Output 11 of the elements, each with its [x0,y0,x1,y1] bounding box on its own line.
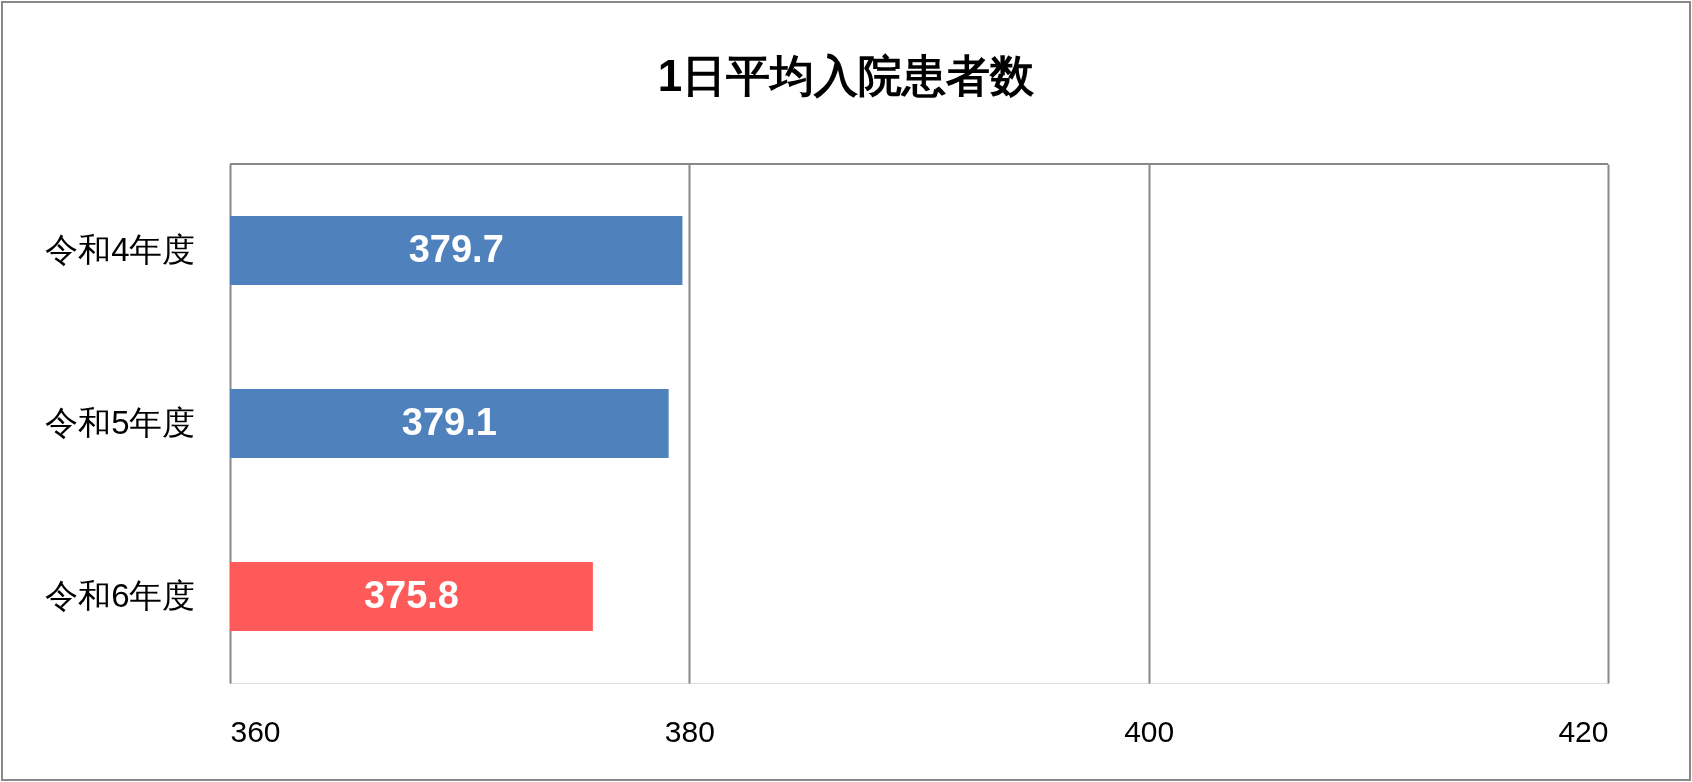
x-tick-label: 400 [1124,714,1175,748]
x-tick-label: 380 [664,714,715,748]
data-label: 375.8 [363,573,459,616]
x-tick-label: 360 [230,714,281,748]
x-tick-label: 420 [1558,714,1609,748]
y-tick-label: 令和5年度 [45,403,196,441]
y-tick-label: 令和6年度 [45,576,196,614]
data-label: 379.7 [408,227,504,270]
y-tick-label: 令和4年度 [45,230,196,268]
chart-title: 1日平均入院患者数 [657,51,1036,100]
data-label: 379.1 [401,400,497,443]
